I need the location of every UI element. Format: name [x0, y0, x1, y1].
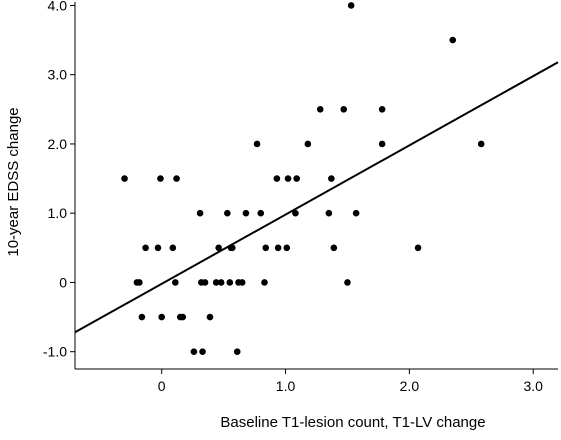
x-tick-label: 2.0: [400, 378, 420, 394]
data-point: [138, 313, 146, 321]
axes: [70, 2, 558, 374]
tick-labels: -1.0 0 1.0 2.0 3.0 4.0 0 1.0 2.0 3.0: [43, 0, 543, 394]
data-point: [215, 244, 222, 252]
data-point: [274, 244, 282, 252]
data-point: [242, 209, 250, 217]
data-point: [157, 175, 164, 182]
data-point: [217, 279, 225, 286]
data-point: [224, 209, 231, 217]
y-tick-label: 4.0: [48, 0, 68, 13]
x-tick-label: 1.0: [276, 378, 296, 394]
data-point: [179, 313, 187, 321]
data-point: [328, 175, 335, 182]
data-point: [378, 140, 386, 148]
data-point: [293, 175, 300, 182]
data-point: [190, 348, 198, 355]
data-point: [169, 244, 177, 252]
y-tick-label: 3.0: [48, 67, 68, 83]
y-tick-label: 1.0: [48, 205, 68, 221]
x-axis-label: Baseline T1-lesion count, T1-LV change: [220, 414, 485, 431]
data-point: [154, 244, 162, 252]
data-point: [292, 209, 299, 217]
data-point: [284, 175, 292, 182]
data-point: [121, 175, 128, 182]
data-point: [344, 279, 351, 286]
data-point: [253, 140, 261, 148]
data-point: [201, 279, 209, 286]
data-point: [304, 140, 312, 148]
data-points: [121, 2, 485, 355]
data-point: [212, 279, 220, 286]
data-point: [226, 279, 234, 286]
data-point: [142, 244, 149, 252]
y-tick-label: 0: [59, 274, 67, 290]
data-point: [257, 209, 265, 217]
data-point: [273, 175, 281, 182]
data-point: [136, 279, 143, 286]
data-point: [414, 244, 422, 252]
data-point: [158, 313, 165, 321]
x-tick-label: 3.0: [523, 378, 543, 394]
regression-line: [74, 61, 559, 334]
y-axis-label: 10-year EDSS change: [5, 107, 22, 256]
data-point: [340, 106, 348, 113]
data-point: [316, 106, 324, 113]
data-point: [238, 279, 246, 286]
data-point: [283, 244, 291, 252]
y-tick-label: 2.0: [48, 136, 68, 152]
x-tick-label: 0: [158, 378, 166, 394]
data-point: [330, 244, 338, 252]
y-tick-label: -1.0: [43, 344, 67, 360]
data-point: [196, 209, 204, 217]
data-point: [477, 140, 485, 148]
data-point: [172, 279, 179, 286]
data-point: [449, 36, 457, 44]
regression-line-group: [74, 61, 559, 334]
data-point: [262, 244, 270, 252]
data-point: [347, 2, 355, 9]
data-point: [261, 279, 268, 286]
data-point: [206, 313, 214, 321]
data-point: [233, 348, 241, 355]
data-point: [325, 209, 333, 217]
data-point: [352, 209, 360, 217]
data-point: [199, 348, 206, 355]
data-point: [378, 106, 386, 113]
data-point: [173, 175, 180, 182]
